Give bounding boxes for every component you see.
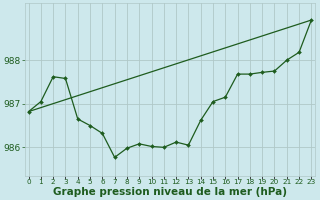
X-axis label: Graphe pression niveau de la mer (hPa): Graphe pression niveau de la mer (hPa) — [53, 187, 287, 197]
